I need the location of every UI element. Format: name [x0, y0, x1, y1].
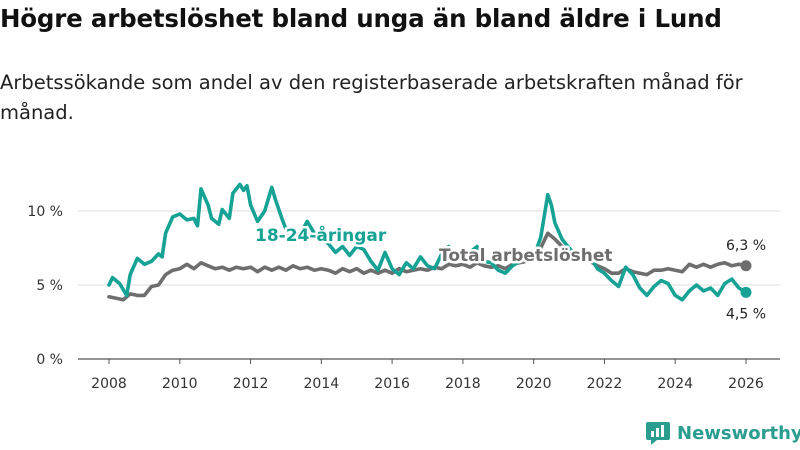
end-label-young: 4,5 % [726, 306, 766, 322]
chart-title: Högre arbetslöshet bland unga än bland ä… [0, 4, 722, 33]
series-label-total: Total arbetslöshet [439, 246, 613, 266]
brand-name: Newsworthy [677, 422, 800, 444]
brand-logo: Newsworthy [645, 420, 800, 446]
y-axis-ticks: 0 % 5 % 10 % [27, 204, 63, 368]
x-tick-label: 2026 [728, 376, 764, 392]
y-tick-label: 5 % [36, 278, 63, 294]
x-tick-label: 2024 [657, 376, 693, 392]
y-tick-label: 0 % [36, 352, 63, 368]
series-line-total [107, 231, 748, 302]
x-tick-label: 2010 [162, 376, 198, 392]
end-label-total: 6,3 % [726, 238, 766, 254]
grid-lines [78, 210, 780, 286]
x-tick-label: 2020 [516, 376, 552, 392]
series-label-young: 18-24-åringar [255, 224, 387, 246]
newsworthy-logo-icon [646, 422, 670, 445]
x-tick-label: 2012 [233, 376, 269, 392]
end-point-young [740, 286, 752, 298]
x-tick-label: 2014 [304, 376, 340, 392]
series-line-young [107, 182, 748, 302]
y-tick-label: 10 % [27, 204, 63, 220]
series-lines [107, 182, 752, 302]
x-tick-label: 2016 [374, 376, 410, 392]
chart-subtitle: Arbetssökande som andel av den registerb… [0, 71, 743, 124]
x-axis-ticks: 2008 2010 2012 2014 2016 2018 2020 2022 2024 2026 [91, 359, 764, 392]
series-labels: 18-24-åringar Total arbetslöshet 6,3 % 4,5 … [253, 222, 767, 323]
x-tick-label: 2008 [91, 376, 127, 392]
x-tick-label: 2022 [587, 376, 623, 392]
x-tick-label: 2018 [445, 376, 481, 392]
end-point-total [740, 260, 752, 272]
